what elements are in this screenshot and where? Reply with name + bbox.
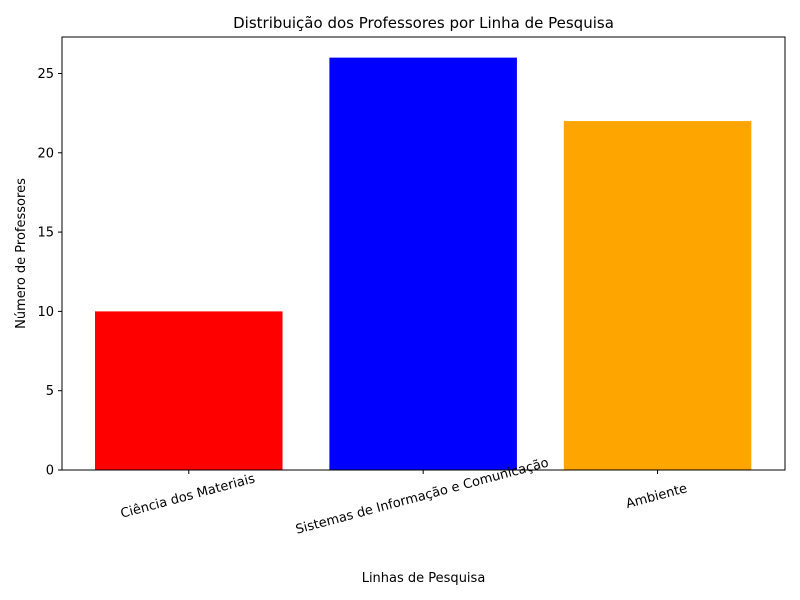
x-tick-label: Ciência dos Materiais <box>119 471 257 521</box>
y-axis-label: Número de Professores <box>14 178 29 329</box>
y-tick-label: 15 <box>37 226 54 241</box>
y-tick-label: 20 <box>37 146 54 161</box>
x-axis-label: Linhas de Pesquisa <box>362 571 486 586</box>
y-tick-label: 25 <box>37 67 54 82</box>
bar-0 <box>95 311 283 470</box>
bar-2 <box>563 121 752 471</box>
x-tick-label: Ambiente <box>624 481 689 512</box>
y-axis-ticks: 0 5 10 15 20 25 <box>37 67 62 479</box>
y-tick-label: 5 <box>46 384 54 399</box>
y-tick-label: 0 <box>46 464 54 479</box>
chart-title: Distribuição dos Professores por Linha d… <box>233 14 614 32</box>
y-tick-label: 10 <box>37 305 54 320</box>
bar-1 <box>329 57 517 470</box>
bars-group <box>95 57 752 471</box>
